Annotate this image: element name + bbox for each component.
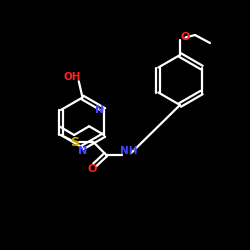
Text: N: N [78, 146, 87, 156]
Text: S: S [70, 136, 79, 148]
Text: OH: OH [63, 72, 80, 82]
Text: O: O [88, 164, 97, 174]
Text: N: N [95, 104, 104, 115]
Text: O: O [181, 32, 190, 42]
Text: NH: NH [120, 146, 137, 156]
